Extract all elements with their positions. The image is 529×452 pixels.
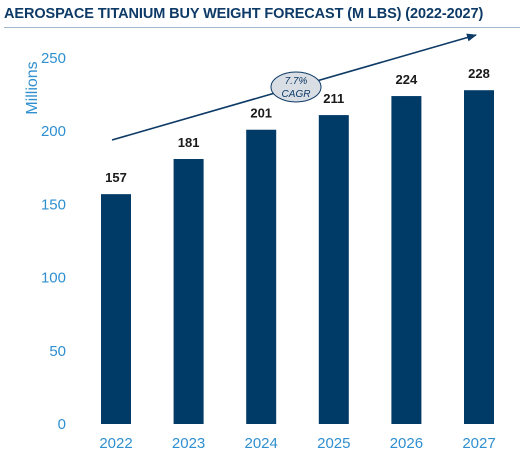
x-tick-label: 2023 [172, 435, 205, 452]
data-label: 224 [396, 72, 418, 87]
x-tick-label: 2027 [462, 435, 495, 452]
x-tick-label: 2025 [317, 435, 350, 452]
bar [318, 115, 349, 424]
bar [246, 129, 277, 424]
x-axis: 2022 2023 2024 2025 2026 2027 [99, 435, 495, 452]
cagr-label: CAGR [282, 89, 311, 100]
y-tick-label: 100 [41, 270, 66, 287]
x-tick-label: 2022 [99, 435, 132, 452]
chart-title: AEROSPACE TITANIUM BUY WEIGHT FORECAST (… [4, 6, 484, 22]
y-tick-label: 200 [41, 123, 66, 140]
y-tick-label: 0 [58, 416, 66, 433]
y-tick-label: 150 [41, 196, 66, 213]
bar [464, 90, 494, 424]
bar [173, 159, 204, 425]
y-tick-label: 250 [41, 50, 66, 67]
x-tick-label: 2024 [245, 435, 278, 452]
data-label: 181 [178, 135, 200, 150]
data-label: 228 [468, 66, 490, 81]
data-labels: 157 181 201 211 224 228 [105, 66, 490, 185]
cagr-value: 7.7% [285, 76, 308, 87]
bars [101, 90, 494, 425]
y-axis: 0 50 100 150 200 250 [41, 50, 66, 433]
data-label: 201 [250, 106, 272, 121]
y-tick-label: 50 [49, 343, 66, 360]
title-underline [4, 27, 520, 28]
y-axis-label: Millions [24, 61, 41, 114]
cagr-badge: 7.7% CAGR [270, 71, 322, 103]
data-label: 211 [323, 91, 344, 106]
x-tick-label: 2026 [390, 435, 423, 452]
bar [391, 96, 422, 425]
bar [101, 194, 131, 424]
data-label: 157 [105, 170, 127, 185]
